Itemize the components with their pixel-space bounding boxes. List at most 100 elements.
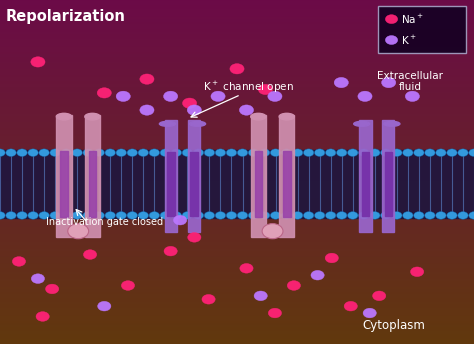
Bar xyxy=(0,99,474,100)
Bar xyxy=(0,25,474,26)
Bar xyxy=(0,7,474,8)
Bar xyxy=(0,103,474,104)
Circle shape xyxy=(149,149,160,157)
Circle shape xyxy=(414,149,424,157)
Circle shape xyxy=(12,257,26,266)
Circle shape xyxy=(105,212,116,219)
Bar xyxy=(0,283,474,284)
Bar xyxy=(0,193,474,194)
Bar xyxy=(0,2,474,3)
Bar xyxy=(0,70,474,71)
Circle shape xyxy=(171,212,182,219)
Circle shape xyxy=(182,212,192,219)
Bar xyxy=(0,218,474,219)
Bar xyxy=(0,232,474,233)
Bar xyxy=(0,338,474,340)
Bar xyxy=(0,158,474,159)
Bar xyxy=(0,327,474,328)
Bar xyxy=(60,151,68,217)
Bar xyxy=(0,247,474,248)
Bar xyxy=(0,109,474,110)
Bar xyxy=(0,46,474,47)
Circle shape xyxy=(287,281,301,290)
Circle shape xyxy=(39,149,49,157)
Circle shape xyxy=(326,149,336,157)
Circle shape xyxy=(149,212,160,219)
Circle shape xyxy=(6,149,16,157)
Bar xyxy=(0,323,474,324)
Bar xyxy=(0,312,474,313)
Bar xyxy=(0,24,474,25)
Ellipse shape xyxy=(85,113,100,120)
Bar xyxy=(0,118,474,119)
Bar xyxy=(0,280,474,281)
Bar xyxy=(0,143,474,144)
Bar xyxy=(0,71,474,72)
Bar xyxy=(0,57,474,58)
Bar xyxy=(0,289,474,290)
Circle shape xyxy=(28,149,38,157)
Circle shape xyxy=(303,149,314,157)
Circle shape xyxy=(402,149,413,157)
Circle shape xyxy=(337,212,347,219)
Circle shape xyxy=(127,212,137,219)
Text: K$^+$ channel open: K$^+$ channel open xyxy=(203,80,294,95)
Circle shape xyxy=(469,149,474,157)
Bar xyxy=(0,163,474,164)
Circle shape xyxy=(410,267,424,277)
Bar xyxy=(0,52,474,53)
Bar xyxy=(0,88,474,89)
Circle shape xyxy=(94,149,104,157)
Bar xyxy=(382,120,394,232)
Circle shape xyxy=(215,212,226,219)
Circle shape xyxy=(121,281,135,290)
Bar xyxy=(0,9,474,10)
Bar xyxy=(279,115,294,237)
Bar xyxy=(0,175,474,176)
Circle shape xyxy=(202,294,215,304)
Circle shape xyxy=(385,35,398,44)
Circle shape xyxy=(268,308,282,318)
Circle shape xyxy=(50,149,60,157)
Bar xyxy=(0,39,474,40)
Circle shape xyxy=(248,149,259,157)
Bar xyxy=(0,149,474,150)
Bar xyxy=(0,238,474,240)
Circle shape xyxy=(72,149,82,157)
Circle shape xyxy=(303,212,314,219)
Ellipse shape xyxy=(354,121,370,126)
Bar xyxy=(0,318,474,319)
Bar xyxy=(0,137,474,138)
Bar xyxy=(0,166,474,168)
Bar xyxy=(0,30,474,31)
Bar xyxy=(0,150,474,218)
Bar xyxy=(0,54,474,55)
Bar xyxy=(0,6,474,7)
Bar xyxy=(0,95,474,96)
Bar xyxy=(0,261,474,262)
Bar xyxy=(0,252,474,254)
Bar xyxy=(0,331,474,333)
Text: Inactivation gate closed: Inactivation gate closed xyxy=(46,217,163,227)
Bar xyxy=(0,244,474,245)
Circle shape xyxy=(334,77,348,88)
Bar xyxy=(0,300,474,302)
Circle shape xyxy=(116,91,130,101)
Bar xyxy=(378,6,466,53)
Bar xyxy=(0,204,474,205)
Bar xyxy=(0,320,474,321)
Bar xyxy=(0,64,474,65)
Bar xyxy=(0,326,474,327)
Bar xyxy=(0,29,474,30)
Bar xyxy=(0,206,474,207)
Ellipse shape xyxy=(56,113,72,120)
Bar xyxy=(0,185,474,186)
Bar xyxy=(384,152,392,216)
Bar xyxy=(0,205,474,206)
Bar xyxy=(0,79,474,80)
Bar xyxy=(0,254,474,255)
Bar xyxy=(0,304,474,305)
Bar xyxy=(0,133,474,134)
Circle shape xyxy=(164,91,178,101)
Bar xyxy=(0,313,474,314)
